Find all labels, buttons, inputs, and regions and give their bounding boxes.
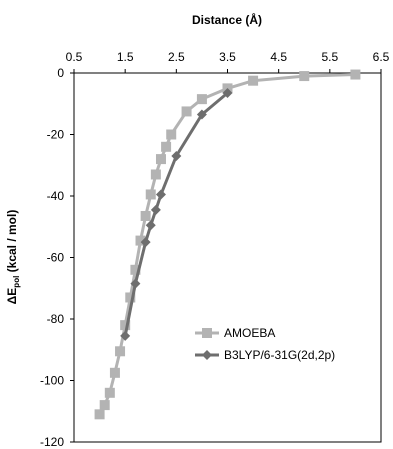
x-tick-label: 1.5 bbox=[117, 50, 134, 64]
y-tick-label: -20 bbox=[47, 128, 65, 142]
plot-area-frame bbox=[73, 72, 382, 443]
data-point bbox=[248, 75, 259, 86]
data-point bbox=[166, 129, 177, 140]
data-point bbox=[222, 87, 233, 98]
data-point bbox=[115, 346, 126, 357]
data-point bbox=[120, 330, 131, 341]
y-tick-label: -120 bbox=[40, 435, 64, 449]
x-axis-ticks bbox=[73, 69, 382, 73]
x-tick-label: 5.5 bbox=[321, 50, 338, 64]
data-point bbox=[99, 400, 110, 411]
data-point bbox=[350, 69, 361, 80]
data-point bbox=[125, 292, 136, 303]
series-amoeba bbox=[94, 69, 361, 420]
y-tick-label: -80 bbox=[47, 312, 65, 326]
x-tick-label: 6.5 bbox=[373, 50, 390, 64]
y-tick-label: -100 bbox=[40, 374, 64, 388]
y-axis-title-rest: (kcal / mol) bbox=[5, 210, 19, 276]
data-point bbox=[135, 235, 146, 246]
legend-marker-amoeba bbox=[202, 328, 212, 338]
data-point bbox=[155, 189, 166, 200]
data-point bbox=[120, 320, 131, 331]
data-point bbox=[196, 109, 207, 120]
data-point bbox=[155, 154, 166, 165]
y-axis-title-sub: pol bbox=[12, 276, 21, 288]
data-point bbox=[140, 210, 151, 221]
data-point bbox=[94, 409, 105, 420]
data-point bbox=[130, 264, 141, 275]
data-point bbox=[161, 141, 172, 152]
data-point bbox=[145, 189, 156, 200]
data-point bbox=[130, 278, 141, 289]
y-axis-title-main: ΔE bbox=[5, 288, 19, 305]
x-tick-label: 2.5 bbox=[168, 50, 185, 64]
y-tick-label: -40 bbox=[47, 189, 65, 203]
x-tick-label: 0.5 bbox=[66, 50, 83, 64]
data-point bbox=[150, 169, 161, 180]
data-point bbox=[109, 367, 120, 378]
series-lines bbox=[94, 69, 361, 420]
y-tick-label: -60 bbox=[47, 251, 65, 265]
y-tick-label: 0 bbox=[57, 66, 64, 80]
legend: AMOEBA B3LYP/6-31G(2d,2p) bbox=[195, 326, 335, 362]
legend-entry-amoeba: AMOEBA bbox=[195, 326, 275, 340]
data-point bbox=[150, 204, 161, 215]
legend-marker-b3lyp bbox=[202, 350, 212, 360]
y-axis-ticks bbox=[70, 72, 74, 443]
series-b3lyp bbox=[120, 87, 233, 341]
legend-entry-b3lyp: B3LYP/6-31G(2d,2p) bbox=[195, 348, 335, 362]
data-point bbox=[171, 151, 182, 162]
data-point bbox=[104, 387, 115, 398]
data-point bbox=[140, 237, 151, 248]
x-tick-label: 3.5 bbox=[219, 50, 236, 64]
legend-label-amoeba: AMOEBA bbox=[224, 326, 275, 340]
data-point bbox=[181, 106, 192, 117]
x-tick-label: 4.5 bbox=[270, 50, 287, 64]
y-axis-title: ΔEpol (kcal / mol) bbox=[5, 210, 21, 305]
data-point bbox=[299, 71, 310, 82]
y-tick-labels: 0 -20 -40 -60 -80 -100 -120 bbox=[40, 66, 64, 449]
x-axis-title: Distance (Å) bbox=[192, 12, 262, 27]
data-point bbox=[196, 94, 207, 105]
legend-label-b3lyp: B3LYP/6-31G(2d,2p) bbox=[224, 348, 335, 362]
data-point bbox=[145, 220, 156, 231]
x-tick-labels: 0.5 1.5 2.5 3.5 4.5 5.5 6.5 bbox=[66, 50, 390, 64]
